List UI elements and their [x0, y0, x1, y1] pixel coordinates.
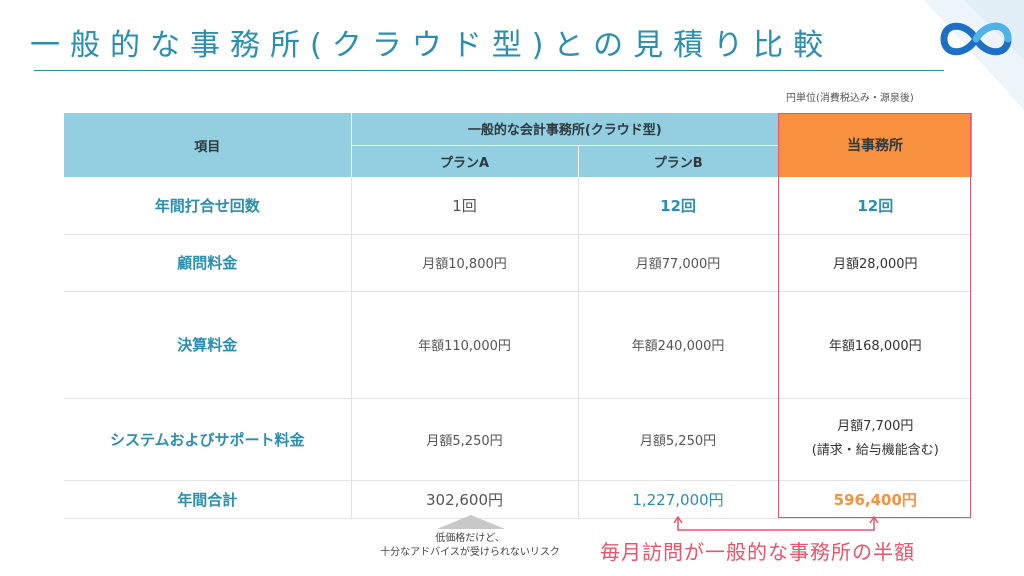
plan-a-cell: 年額110,000円 [350, 291, 578, 399]
table-row: 年間打合せ回数 1回 12回 12回 [64, 177, 973, 235]
plan-b-cell: 月額5,250円 [577, 398, 779, 481]
risk-note-line1: 低価格だけど、 [435, 533, 505, 544]
header-plan-b: プランB [577, 145, 779, 177]
plan-b-cell: 年額240,000円 [577, 291, 779, 399]
plan-a-total: 302,600円 [350, 480, 578, 519]
table-row: 決算料金 年額110,000円 年額240,000円 年額168,000円 [64, 291, 973, 399]
row-label: 年間打合せ回数 [64, 177, 351, 235]
our-office-total: 596,400円 [777, 480, 973, 519]
unit-note: 円単位(消費税込み・源泉後) [786, 93, 914, 104]
infinity-logo-icon [940, 22, 1012, 56]
table-row: システムおよびサポート料金 月額5,250円 月額5,250円 月額7,700円… [64, 398, 973, 481]
our-office-cell: 月額7,700円 (請求・給与機能含む) [777, 398, 973, 481]
header-item: 項目 [64, 113, 351, 177]
our-office-cell: 年額168,000円 [777, 291, 973, 399]
header-plan-a: プランA [350, 145, 578, 177]
comparison-bracket-icon [673, 516, 879, 531]
risk-note: 低価格だけど、 十分なアドバイスが受けられないリスク [340, 532, 600, 560]
plan-a-cell: 月額5,250円 [350, 398, 578, 481]
header-general-office: 一般的な会計事務所(クラウド型) [350, 113, 779, 146]
row-label: システムおよびサポート料金 [64, 398, 351, 481]
table-row: 年間合計 302,600円 1,227,000円 596,400円 [64, 480, 973, 519]
our-office-cell-line2: (請求・給与機能含む) [811, 443, 939, 458]
risk-note-line2: 十分なアドバイスが受けられないリスク [380, 547, 560, 558]
plan-a-cell: 月額10,800円 [350, 234, 578, 292]
our-office-cell: 月額28,000円 [777, 234, 973, 292]
table-row: 顧問料金 月額10,800円 月額77,000円 月額28,000円 [64, 234, 973, 292]
title-underline [34, 70, 944, 71]
page-title: 一般的な事務所(クラウド型)との見積り比較 [30, 28, 834, 63]
plan-b-cell: 12回 [577, 177, 779, 235]
plan-a-cell: 1回 [350, 177, 578, 235]
row-label: 年間合計 [64, 480, 351, 519]
our-office-cell-line1: 月額7,700円 [837, 419, 914, 434]
comparison-table: 項目 一般的な会計事務所(クラウド型) 当事務所 プランA プランB 年間打合せ… [64, 113, 973, 519]
plan-b-total: 1,227,000円 [577, 480, 779, 519]
our-office-cell: 12回 [777, 177, 973, 235]
up-triangle-icon [437, 515, 505, 529]
header-our-office: 当事務所 [778, 113, 973, 177]
row-label: 顧問料金 [64, 234, 351, 292]
plan-b-cell: 月額77,000円 [577, 234, 779, 292]
row-label: 決算料金 [64, 291, 351, 399]
half-price-callout: 毎月訪問が一般的な事務所の半額 [600, 540, 915, 564]
